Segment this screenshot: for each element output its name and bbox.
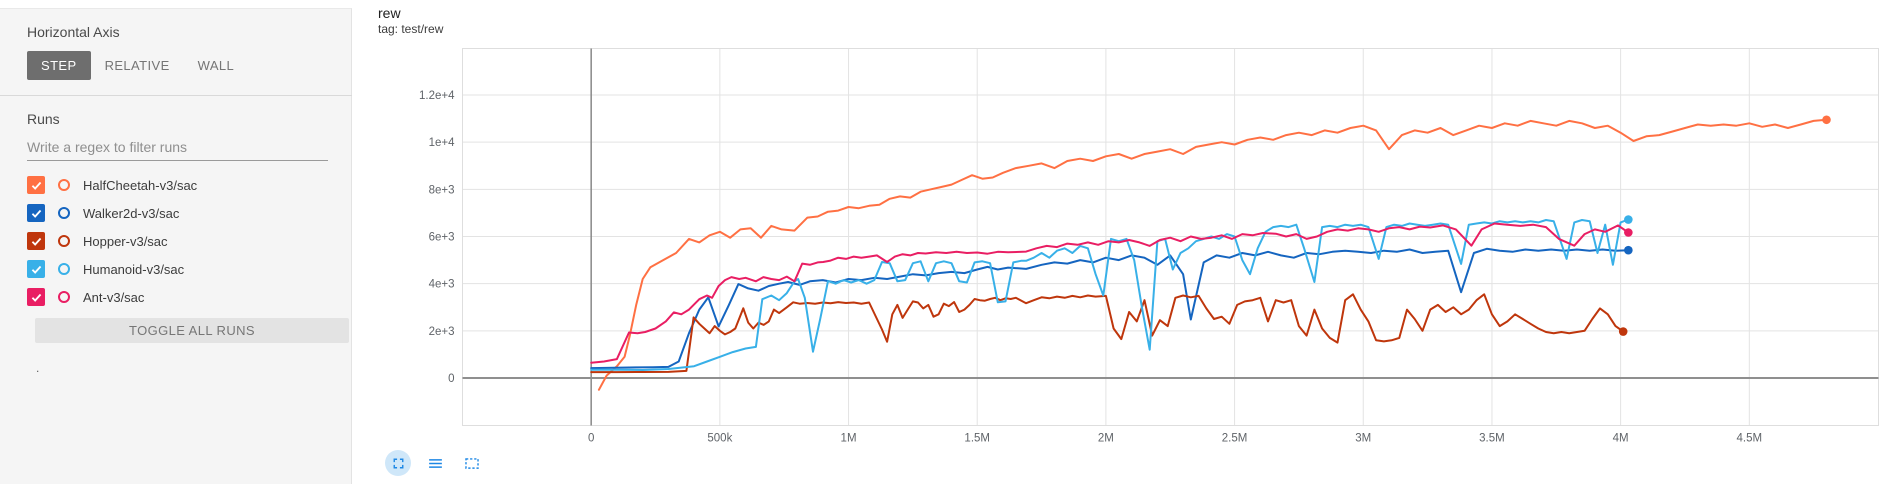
series-line-Humanoid-v3/sac (590, 218, 1630, 371)
series-end-dot-Ant-v3/sac (1624, 228, 1633, 237)
y-tick-label: 4e+3 (429, 279, 455, 291)
series-line-Walker2d-v3/sac (590, 247, 1630, 370)
run-checkbox[interactable] (27, 176, 45, 194)
check-icon (31, 237, 41, 246)
run-checkbox[interactable] (27, 204, 45, 222)
y-tick-label: 8e+3 (429, 184, 455, 196)
log-scale-button[interactable] (422, 450, 448, 476)
check-icon (31, 293, 41, 302)
run-visibility-toggle[interactable] (58, 179, 70, 191)
plot-border (462, 48, 1879, 426)
y-tick-label: 0 (448, 373, 454, 385)
expand-icon (393, 458, 403, 468)
gridlines (462, 48, 1879, 426)
run-visibility-toggle[interactable] (58, 207, 70, 219)
series-end-dot-HalfCheetah-v3/sac (1822, 115, 1831, 125)
footnote-dot: . (36, 361, 40, 375)
x-tick-label: 1M (841, 433, 857, 445)
chart-tag: tag: test/rew (378, 22, 444, 36)
run-visibility-toggle[interactable] (58, 263, 70, 275)
run-filter-input[interactable] (27, 139, 328, 161)
run-row[interactable]: Walker2d-v3/sac (27, 199, 327, 227)
run-checkbox[interactable] (27, 260, 45, 278)
x-tick-label: 0 (588, 433, 594, 445)
run-visibility-toggle[interactable] (58, 235, 70, 247)
horizontal-lines-icon (428, 458, 442, 468)
x-tick-label: 2.5M (1222, 433, 1248, 445)
x-tick-label: 1.5M (964, 433, 990, 445)
y-tick-label: 1e+4 (429, 137, 456, 149)
check-icon (31, 209, 41, 218)
y-tick-labels: 1.2e+4 1e+4 8e+3 6e+3 4e+3 2e+3 0 (419, 90, 455, 385)
axis-mode-wall[interactable]: WALL (184, 51, 249, 80)
x-tick-label: 4M (1613, 433, 1629, 445)
runs-label: Runs (27, 111, 60, 127)
y-tick-label: 2e+3 (429, 326, 455, 338)
x-tick-label: 2M (1098, 433, 1114, 445)
y-tick-label: 1.2e+4 (419, 90, 455, 102)
run-checkbox[interactable] (27, 288, 45, 306)
run-label: Walker2d-v3/sac (83, 205, 180, 221)
series-line-HalfCheetah-v3/sac (597, 118, 1828, 391)
x-tick-label: 4.5M (1737, 433, 1763, 445)
check-icon (31, 265, 41, 274)
x-tick-labels: 0 500k 1M 1.5M 2M 2.5M 3M 3.5M 4M 4.5M (588, 433, 1762, 445)
y-tick-label: 6e+3 (429, 232, 455, 244)
series-end-dot-Hopper-v3/sac (1618, 327, 1628, 336)
expand-chart-button[interactable] (385, 450, 411, 476)
run-row[interactable]: Humanoid-v3/sac (27, 255, 327, 283)
run-checkbox[interactable] (27, 232, 45, 250)
chart-title: rew (378, 5, 401, 21)
check-icon (31, 181, 41, 190)
run-label: HalfCheetah-v3/sac (83, 177, 198, 193)
fit-domain-button[interactable] (459, 450, 485, 476)
series-line-Hopper-v3/sac (590, 293, 1625, 374)
run-row[interactable]: Ant-v3/sac (27, 283, 327, 311)
series-lines (590, 118, 1828, 391)
series-line-Ant-v3/sac (590, 222, 1630, 364)
x-tick-label: 500k (707, 433, 732, 445)
toggle-all-runs-button[interactable]: TOGGLE ALL RUNS (35, 318, 349, 343)
run-label: Hopper-v3/sac (83, 233, 168, 249)
axis-mode-relative[interactable]: RELATIVE (91, 51, 184, 80)
x-tick-label: 3.5M (1479, 433, 1505, 445)
card-toolbar (385, 450, 485, 476)
series-end-dot-Walker2d-v3/sac (1624, 245, 1633, 255)
run-row[interactable]: Hopper-v3/sac (27, 227, 327, 255)
horizontal-axis-label: Horizontal Axis (27, 24, 120, 40)
run-visibility-toggle[interactable] (58, 291, 70, 303)
axis-mode-step[interactable]: STEP (27, 51, 91, 80)
run-label: Humanoid-v3/sac (83, 261, 185, 277)
horizontal-axis-mode-group: STEP RELATIVE WALL (27, 51, 327, 80)
run-row[interactable]: HalfCheetah-v3/sac (27, 171, 327, 199)
x-tick-label: 3M (1355, 433, 1371, 445)
dashed-box-icon (465, 457, 479, 469)
sidebar-divider (0, 95, 352, 96)
series-end-dot-Humanoid-v3/sac (1624, 215, 1633, 224)
runs-list: HalfCheetah-v3/sac Walker2d-v3/sac Hopper-… (27, 171, 327, 311)
run-label: Ant-v3/sac (83, 289, 145, 305)
